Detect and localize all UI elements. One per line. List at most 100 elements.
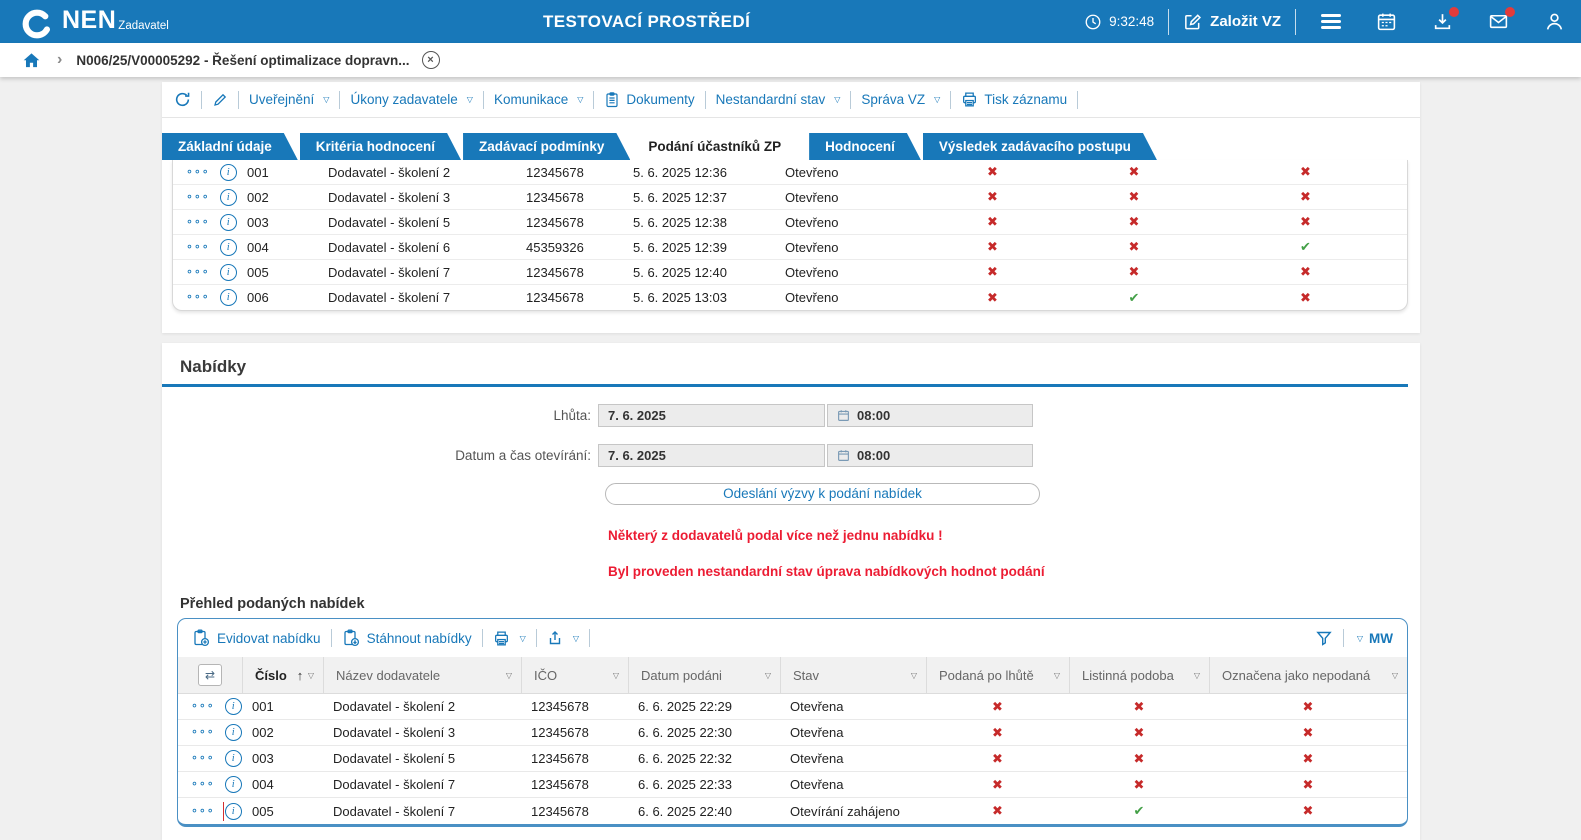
- table-row[interactable]: ∘∘∘ i 001 Dodavatel - školení 2 12345678…: [178, 694, 1407, 720]
- tab[interactable]: Hodnocení: [809, 133, 921, 160]
- download-tray-icon: [1434, 14, 1451, 30]
- view-mw-button[interactable]: MW: [1369, 630, 1393, 646]
- close-record-icon[interactable]: ×: [421, 51, 440, 69]
- info-icon[interactable]: i: [224, 750, 242, 767]
- flag-listinna-podoba: ✔: [1128, 289, 1140, 305]
- menu-dokumenty[interactable]: Dokumenty: [604, 91, 695, 108]
- row-menu-icon[interactable]: ∘∘∘: [186, 190, 210, 203]
- lhuta-date-input[interactable]: 7. 6. 2025: [598, 404, 825, 427]
- divider: [1295, 8, 1296, 35]
- tab[interactable]: Zadávací podmínky: [463, 133, 630, 160]
- menu-sprava-vz[interactable]: Správa VZ ▽: [861, 92, 940, 107]
- lhuta-time-input[interactable]: 08:00: [827, 404, 1033, 427]
- server-time: 9:32:48: [1084, 13, 1154, 31]
- tab[interactable]: Podání účastníků ZP: [632, 133, 807, 160]
- table-row[interactable]: ∘∘∘ i 006 Dodavatel - školení 7 12345678…: [173, 285, 1407, 310]
- chevron-down-icon: ▽: [519, 633, 526, 643]
- table-row[interactable]: ∘∘∘ i 002 Dodavatel - školení 3 12345678…: [173, 185, 1407, 210]
- pencil-icon: [214, 93, 227, 106]
- cell-datum: 5. 6. 2025 12:39: [633, 239, 727, 255]
- cell-ico: 45359326: [526, 239, 584, 255]
- create-vz-button[interactable]: Založit VZ: [1183, 12, 1281, 31]
- row-menu-icon[interactable]: ∘∘∘: [186, 240, 210, 253]
- info-icon[interactable]: i: [219, 289, 237, 306]
- info-icon[interactable]: i: [219, 238, 237, 256]
- print-offers-button[interactable]: ▽: [493, 630, 526, 647]
- cell-nazev-dodavatele: Dodavatel - školení 6: [328, 239, 451, 255]
- nen-logo[interactable]: NEN Zadavatel: [20, 3, 169, 41]
- messages-button[interactable]: [1488, 7, 1515, 32]
- top-bar-controls: 9:32:48 Založit VZ: [1084, 7, 1565, 35]
- info-icon[interactable]: i: [224, 776, 242, 793]
- info-icon[interactable]: i: [224, 802, 242, 820]
- table-row[interactable]: ∘∘∘ i 003 Dodavatel - školení 5 12345678…: [178, 746, 1407, 772]
- calendar-button[interactable]: [1376, 11, 1397, 32]
- profile-button[interactable]: [1544, 11, 1565, 32]
- row-menu-icon[interactable]: ∘∘∘: [191, 700, 215, 712]
- nen-logo-ring-icon: [22, 9, 52, 38]
- warning-multiple-offers: Některý z dodavatelů podal více než jedn…: [608, 528, 943, 543]
- stahnout-nabidky-button[interactable]: Stáhnout nabídky: [342, 629, 472, 647]
- downloads-button[interactable]: [1432, 7, 1459, 32]
- filter-button[interactable]: [1315, 629, 1333, 647]
- info-icon[interactable]: i: [224, 724, 242, 741]
- info-icon[interactable]: i: [224, 698, 242, 715]
- export-offers-button[interactable]: ▽: [547, 630, 579, 646]
- send-call-button[interactable]: Odeslání výzvy k podání nabídek: [605, 483, 1040, 505]
- table-row[interactable]: ∘∘∘ i 004 Dodavatel - školení 7 12345678…: [178, 772, 1407, 798]
- menu-komunikace[interactable]: Komunikace ▽: [494, 92, 583, 107]
- chevron-down-icon[interactable]: ▽: [1356, 633, 1363, 643]
- breadcrumb-item[interactable]: N006/25/V00005292 - Řešení optimalizace …: [76, 52, 410, 68]
- column-header-cislo[interactable]: Číslo ↑ ▽: [242, 657, 323, 693]
- otevirani-time-input[interactable]: 08:00: [827, 444, 1033, 467]
- nabidky-card: Nabídky Lhůta: 7. 6. 2025 08:00 Datum a …: [162, 343, 1420, 840]
- divider: [238, 90, 239, 109]
- tab[interactable]: Výsledek zadávacího postupu: [923, 133, 1157, 160]
- table-row[interactable]: ∘∘∘ i 003 Dodavatel - školení 5 12345678…: [173, 210, 1407, 235]
- clipboard-add-icon: [194, 629, 210, 647]
- tab[interactable]: Základní údaje: [162, 133, 298, 160]
- refresh-button[interactable]: [174, 91, 191, 108]
- record-card: Uveřejnění ▽ Úkony zadavatele ▽ Komunika…: [162, 82, 1420, 333]
- column-header-datum[interactable]: Datum podáni ▽: [628, 657, 780, 693]
- table-row[interactable]: ∘∘∘ i 001 Dodavatel - školení 2 12345678…: [173, 160, 1407, 185]
- divider: [1168, 8, 1170, 35]
- menu-uverejneni[interactable]: Uveřejnění ▽: [249, 92, 329, 107]
- menu-ukony-zadavatele[interactable]: Úkony zadavatele ▽: [350, 92, 472, 107]
- table-row[interactable]: ∘∘∘ i 005 Dodavatel - školení 7 12345678…: [173, 260, 1407, 285]
- cell-cislo: 001: [247, 164, 269, 180]
- table-row[interactable]: ∘∘∘ i 002 Dodavatel - školení 3 12345678…: [178, 720, 1407, 746]
- cell-datum-podani: 6. 6. 2025 22:33: [638, 777, 732, 792]
- info-icon[interactable]: i: [219, 213, 237, 231]
- evidovat-nabidku-button[interactable]: Evidovat nabídku: [192, 629, 321, 647]
- row-menu-icon[interactable]: ∘∘∘: [191, 778, 215, 790]
- row-menu-icon[interactable]: ∘∘∘: [186, 265, 210, 278]
- info-icon[interactable]: i: [219, 163, 237, 181]
- menu-button[interactable]: [1321, 11, 1341, 32]
- table-row[interactable]: ∘∘∘ i 005 Dodavatel - školení 7 12345678…: [178, 798, 1407, 824]
- column-header-ico[interactable]: IČO ▽: [521, 657, 628, 693]
- info-icon[interactable]: i: [219, 188, 237, 206]
- edit-button[interactable]: [212, 92, 228, 108]
- row-menu-icon[interactable]: ∘∘∘: [186, 215, 210, 228]
- column-settings-button[interactable]: ⇄: [178, 657, 242, 693]
- otevirani-date-input[interactable]: 7. 6. 2025: [598, 444, 825, 467]
- column-header-po-lhute[interactable]: Podaná po lhůtě ▽: [926, 657, 1069, 693]
- row-menu-icon[interactable]: ∘∘∘: [186, 291, 210, 303]
- row-menu-icon[interactable]: ∘∘∘: [191, 752, 215, 764]
- table-row[interactable]: ∘∘∘ i 004 Dodavatel - školení 6 45359326…: [173, 235, 1407, 260]
- column-header-stav[interactable]: Stav ▽: [780, 657, 926, 693]
- menu-nestandardni-stav[interactable]: Nestandardní stav ▽: [716, 92, 841, 107]
- menu-tisk-zaznamu[interactable]: Tisk záznamu: [961, 91, 1067, 108]
- column-header-nazev[interactable]: Název dodavatele ▽: [323, 657, 521, 693]
- home-button[interactable]: [22, 51, 41, 70]
- row-menu-icon[interactable]: ∘∘∘: [186, 165, 210, 178]
- table-settings-icon[interactable]: ⇄: [198, 664, 222, 686]
- row-menu-icon[interactable]: ∘∘∘: [191, 726, 215, 738]
- column-header-listinna[interactable]: Listinná podoba ▽: [1069, 657, 1209, 693]
- column-header-nepodana[interactable]: Označena jako nepodaná ▽: [1209, 657, 1407, 693]
- cell-ico: 12345678: [526, 290, 584, 305]
- info-icon[interactable]: i: [219, 263, 237, 281]
- row-menu-icon[interactable]: ∘∘∘: [191, 804, 215, 817]
- tab[interactable]: Kritéria hodnocení: [300, 133, 461, 160]
